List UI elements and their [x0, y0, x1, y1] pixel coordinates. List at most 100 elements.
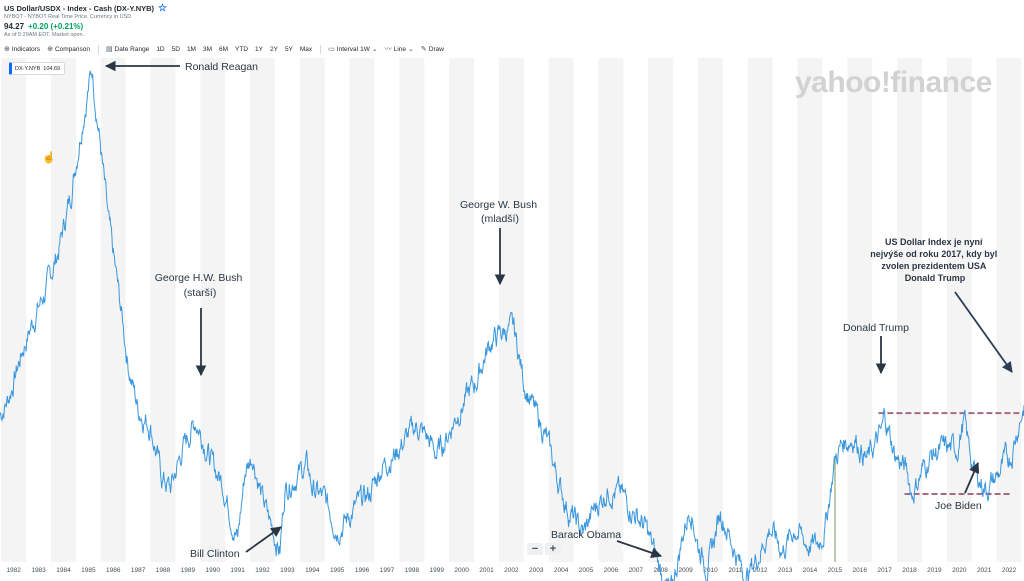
x-tick-label: 1985 [81, 567, 96, 574]
price-change: +0.20 (+0.21%) [28, 22, 84, 31]
year-band [399, 58, 425, 562]
range-1d[interactable]: 1D [156, 45, 165, 53]
quote-title: US Dollar/USDX - Index - Cash (DX-Y.NYB) [4, 4, 155, 13]
draw-label: Draw [428, 45, 444, 53]
x-tick-label: 1991 [230, 567, 245, 574]
range-max[interactable]: Max [299, 45, 313, 53]
annotation-hw-bush-line2: (starší) [184, 287, 217, 299]
zoom-out-button[interactable]: − [527, 543, 543, 555]
x-tick-label: 2005 [579, 567, 594, 574]
draw-button[interactable]: ✎ Draw [421, 45, 444, 54]
year-band [598, 58, 624, 562]
year-band [648, 58, 674, 562]
x-tick-label: 1986 [106, 567, 121, 574]
symbol-badge[interactable]: DX-Y.NYB 104.69 [9, 62, 66, 75]
x-tick-label: 1983 [31, 567, 46, 574]
range-1y[interactable]: 1Y [255, 45, 263, 53]
year-band [1, 58, 27, 562]
indicators-label: Indicators [11, 45, 41, 53]
divider [320, 44, 322, 54]
range-1m[interactable]: 1M [186, 45, 196, 53]
year-band [449, 58, 475, 562]
x-tick-label: 1987 [131, 567, 146, 574]
price-series-line [0, 70, 1024, 581]
badge-value: 104.69 [43, 65, 61, 72]
year-band [897, 58, 922, 562]
chart-type-label: Line [393, 45, 407, 53]
x-tick-label: 2017 [877, 567, 892, 574]
year-band [349, 58, 375, 562]
plus-circle-icon: ⊕ [4, 46, 10, 53]
x-tick-label: 1995 [330, 567, 345, 574]
x-tick-label: 2019 [927, 567, 942, 574]
arrow-note [954, 291, 1013, 373]
year-band [747, 58, 773, 562]
arrow-clinton [245, 526, 282, 553]
year-band [797, 58, 823, 562]
x-tick-label: 1993 [280, 567, 295, 574]
x-tick-label: 2021 [977, 567, 992, 574]
chart-type-dropdown[interactable]: 〰 Line ⌄ [385, 44, 414, 54]
x-tick-label: 2007 [629, 567, 644, 574]
x-tick-label: 2022 [1002, 567, 1017, 574]
range-3m[interactable]: 3M [202, 45, 212, 53]
x-tick-label: 2006 [604, 567, 619, 574]
interval-value: 1W [360, 45, 370, 53]
calendar-icon: ▤ [105, 46, 113, 53]
quote-title-row: US Dollar/USDX - Index - Cash (DX-Y.NYB)… [4, 3, 167, 14]
x-tick-label: 1988 [156, 567, 171, 574]
x-tick-label: 2016 [853, 567, 868, 574]
zoom-controls: − + [527, 543, 561, 555]
x-tick-label: 1990 [206, 567, 221, 574]
price-row: 94.27 +0.20 (+0.21%) [4, 21, 167, 32]
x-tick-label: 1994 [305, 567, 320, 574]
x-tick-label: 2001 [479, 567, 494, 574]
x-tick-label: 1982 [6, 567, 21, 574]
range-2y[interactable]: 2Y [269, 45, 278, 53]
year-band [150, 58, 176, 562]
date-range-button[interactable]: ▤ Date Range [105, 45, 149, 54]
year-band [250, 58, 275, 562]
plus-circle-icon: ⊕ [47, 46, 53, 53]
annotation-obama: Barack Obama [551, 529, 621, 541]
year-band [996, 58, 1022, 562]
note-line4: Donald Trump [905, 273, 966, 283]
range-5y[interactable]: 5Y [284, 45, 293, 53]
hand-cursor-icon: ☝ [42, 152, 56, 164]
star-icon[interactable]: ☆ [158, 3, 167, 14]
annotation-w-bush-line2: (mladší) [481, 213, 519, 225]
header: US Dollar/USDX - Index - Cash (DX-Y.NYB)… [4, 3, 167, 39]
x-tick-label: 2010 [703, 567, 718, 574]
chart-toolbar: ⊕ Indicators ⊕ Comparison ▤ Date Range 1D 5… [4, 43, 451, 55]
x-tick-label: 2011 [728, 567, 742, 574]
indicators-button[interactable]: ⊕ Indicators [4, 45, 41, 54]
yahoo-finance-watermark: yahoo!finance [795, 66, 992, 99]
arrow-biden [964, 462, 980, 494]
year-band [498, 58, 524, 562]
x-tick-label: 2013 [778, 567, 793, 574]
annotation-trump: Donald Trump [843, 322, 909, 334]
badge-symbol: DX-Y.NYB [15, 65, 41, 72]
range-5d[interactable]: 5D [171, 45, 180, 53]
annotation-note: US Dollar Index je nyní nejvýše od roku … [870, 237, 1000, 283]
x-tick-label: 1996 [355, 567, 370, 574]
as-of: As of 5:29AM EDT. Market open. [4, 32, 85, 38]
x-tick-label: 1989 [181, 567, 196, 574]
range-ytd[interactable]: YTD [235, 45, 249, 53]
zoom-in-button[interactable]: + [545, 543, 561, 555]
comparison-label: Comparison [54, 45, 90, 53]
year-band [847, 58, 873, 562]
range-6m[interactable]: 6M [219, 45, 229, 53]
x-tick-label: 1992 [255, 567, 270, 574]
divider [97, 44, 99, 54]
x-tick-label: 2009 [678, 567, 693, 574]
quote-source: NYBOT - NYBOT Real Time Price. Currency … [4, 14, 132, 20]
interval-icon: ▭ [328, 46, 335, 53]
x-tick-label: 2018 [902, 567, 917, 574]
year-band [548, 58, 574, 562]
interval-dropdown[interactable]: ▭ Interval 1W ⌄ [328, 45, 378, 54]
comparison-button[interactable]: ⊕ Comparison [47, 45, 90, 54]
x-tick-label: 2020 [952, 567, 967, 574]
x-tick-label: 2014 [803, 567, 818, 574]
